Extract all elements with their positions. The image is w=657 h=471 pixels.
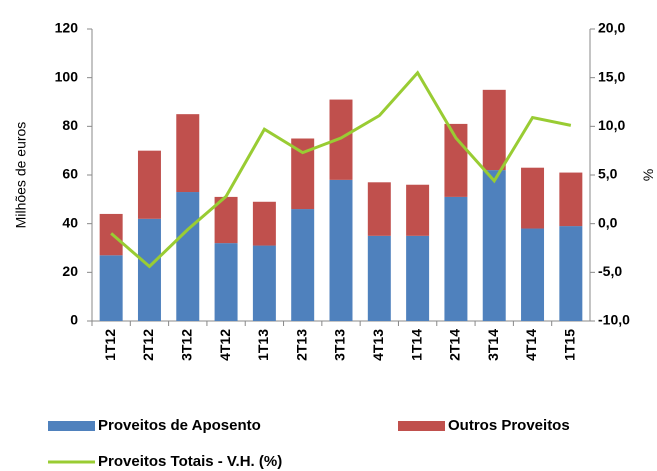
bar xyxy=(291,209,315,321)
bar xyxy=(137,150,161,219)
bar xyxy=(137,218,161,321)
bar xyxy=(482,170,506,321)
bar xyxy=(482,89,506,171)
y-tick-label: 100 xyxy=(55,68,79,84)
x-tick-label: 2T13 xyxy=(293,329,309,361)
bar xyxy=(176,114,200,193)
y-tick-label: 20 xyxy=(62,263,78,279)
x-tick-label: 3T14 xyxy=(485,329,501,361)
x-tick-label: 1T14 xyxy=(408,329,424,361)
x-tick-label: 3T13 xyxy=(332,329,348,361)
y-tick-label: 120 xyxy=(55,20,79,36)
bar xyxy=(291,138,315,210)
y2-tick-label: 5,0 xyxy=(598,166,618,182)
bar xyxy=(252,201,276,246)
bar xyxy=(329,99,353,180)
y2-tick-label: -5,0 xyxy=(598,263,622,279)
bar xyxy=(214,196,238,244)
bar xyxy=(444,123,468,197)
x-tick-label: 1T13 xyxy=(255,329,271,361)
x-tick-label: 4T12 xyxy=(217,329,233,361)
y2-tick-label: -10,0 xyxy=(598,312,630,328)
y2-axis-label: % xyxy=(640,169,656,181)
bar xyxy=(444,196,468,321)
legend-label: Outros Proveitos xyxy=(448,417,570,434)
legend-swatch xyxy=(48,421,95,431)
y-tick-label: 80 xyxy=(62,117,78,133)
x-tick-label: 1T15 xyxy=(562,329,578,361)
bar xyxy=(176,192,200,321)
bar xyxy=(559,172,583,227)
y-tick-label: 40 xyxy=(62,214,78,230)
y-axis-label: Milhões de euros xyxy=(13,122,29,229)
y-tick-label: 0 xyxy=(70,312,78,328)
y-tick-label: 60 xyxy=(62,166,78,182)
legend-swatch xyxy=(398,421,445,431)
bar xyxy=(367,235,391,321)
y2-tick-label: 0,0 xyxy=(598,214,618,230)
legend-label: Proveitos Totais - V.H. (%) xyxy=(98,453,282,470)
y2-tick-label: 15,0 xyxy=(598,68,625,84)
x-tick-label: 3T12 xyxy=(178,329,194,361)
bar xyxy=(521,167,545,229)
x-tick-label: 2T14 xyxy=(447,329,463,361)
y2-tick-label: 20,0 xyxy=(598,20,625,36)
bar xyxy=(406,235,430,321)
line xyxy=(110,70,572,269)
legend-label: Proveitos de Aposento xyxy=(98,417,261,434)
bar xyxy=(521,228,545,321)
bar xyxy=(252,245,276,321)
x-tick-label: 1T12 xyxy=(102,329,118,361)
y2-tick-label: 10,0 xyxy=(598,117,625,133)
bar xyxy=(559,226,583,321)
x-tick-label: 4T14 xyxy=(523,329,539,361)
bar xyxy=(329,179,353,321)
x-tick-label: 2T12 xyxy=(140,329,156,361)
bar xyxy=(214,243,238,321)
bar xyxy=(406,184,430,236)
bar xyxy=(367,182,391,236)
bar xyxy=(99,255,123,321)
x-tick-label: 4T13 xyxy=(370,329,386,361)
